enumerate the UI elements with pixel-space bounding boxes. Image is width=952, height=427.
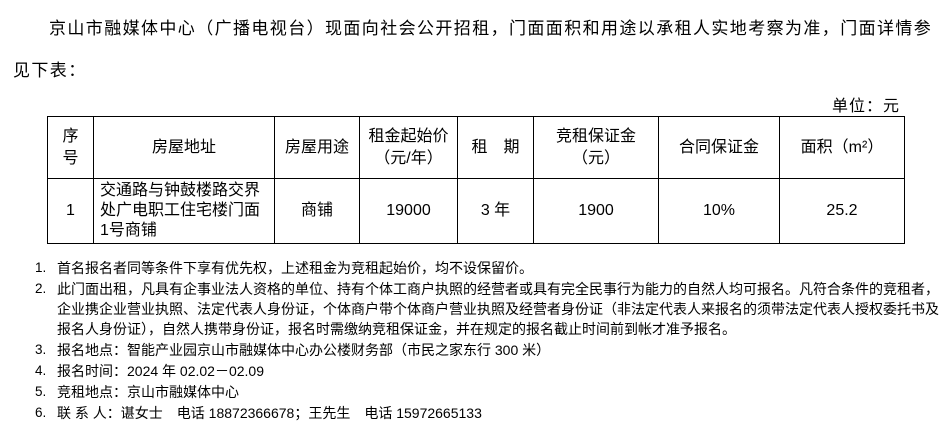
rental-table: 序 号 房屋地址 房屋用途 租金起始价 （元/年） 租 期 竞租保证金 （元） … <box>47 116 905 244</box>
intro-paragraph: 京山市融媒体中心（广播电视台）现面向社会公开招租，门面面积和用途以承租人实地考察… <box>13 8 943 92</box>
cell-area: 25.2 <box>779 178 905 244</box>
note-number: 3. <box>35 342 47 357</box>
notes-list: 1. 首名报名者同等条件下享有优先权，上述租金为竞租起始价，均不设保留价。 2.… <box>35 258 952 424</box>
note-number: 5. <box>35 384 47 399</box>
note-item-2: 2. 此门面出租，凡具有企事业法人资格的单位、持有个体工商户执照的经营者或具有完… <box>35 279 952 339</box>
note-number: 4. <box>35 363 47 378</box>
unit-label: 单位：元 <box>831 98 900 115</box>
column-header-start-price: 租金起始价 （元/年） <box>359 116 458 179</box>
table-header-row: 序 号 房屋地址 房屋用途 租金起始价 （元/年） 租 期 竞租保证金 （元） … <box>47 116 905 179</box>
column-header-address: 房屋地址 <box>93 116 275 179</box>
note-item-6: 6. 联 系 人：谌女士 电话 18872366678；王先生 电话 15972… <box>35 403 952 423</box>
column-header-lease-term: 租 期 <box>457 116 534 179</box>
note-text: 报名时间：2024 年 02.02－02.09 <box>57 363 264 379</box>
column-header-usage: 房屋用途 <box>274 116 360 179</box>
cell-lease-term: 3 年 <box>457 178 534 244</box>
note-item-4: 4. 报名时间：2024 年 02.02－02.09 <box>35 361 952 381</box>
note-text: 报名地点：智能产业园京山市融媒体中心办公楼财务部（市民之家东行 300 米） <box>57 342 551 358</box>
note-item-1: 1. 首名报名者同等条件下享有优先权，上述租金为竞租起始价，均不设保留价。 <box>35 258 952 278</box>
note-number: 6. <box>35 405 47 420</box>
column-header-bid-deposit: 竞租保证金 （元） <box>533 116 659 179</box>
cell-bid-deposit: 1900 <box>533 178 659 244</box>
cell-start-price: 19000 <box>359 178 458 244</box>
cell-address: 交通路与钟鼓楼路交界 处广电职工住宅楼门面 1号商铺 <box>93 178 275 244</box>
cell-usage: 商铺 <box>274 178 360 244</box>
column-header-serial-no: 序 号 <box>47 116 94 179</box>
note-number: 2. <box>35 281 47 296</box>
table-row: 1 交通路与钟鼓楼路交界 处广电职工住宅楼门面 1号商铺 商铺 19000 3 … <box>47 178 905 244</box>
note-text: 联 系 人：谌女士 电话 18872366678；王先生 电话 15972665… <box>57 405 482 421</box>
note-text: 此门面出租，凡具有企事业法人资格的单位、持有个体工商户执照的经营者或具有完全民事… <box>57 281 939 337</box>
note-item-3: 3. 报名地点：智能产业园京山市融媒体中心办公楼财务部（市民之家东行 300 米… <box>35 340 952 360</box>
note-text: 首名报名者同等条件下享有优先权，上述租金为竞租起始价，均不设保留价。 <box>57 260 533 276</box>
intro-line-1: 京山市融媒体中心（广播电视台）现面向社会公开招租，门面面积和用途以承租人实地考察… <box>49 19 933 38</box>
intro-line-2: 见下表： <box>13 61 87 80</box>
column-header-contract-deposit: 合同保证金 <box>658 116 780 179</box>
cell-serial-no: 1 <box>47 178 94 244</box>
note-number: 1. <box>35 260 47 275</box>
column-header-area: 面积（m²） <box>779 116 905 179</box>
cell-contract-deposit: 10% <box>658 178 780 244</box>
note-text: 竞租地点：京山市融媒体中心 <box>57 384 239 400</box>
note-item-5: 5. 竞租地点：京山市融媒体中心 <box>35 382 952 402</box>
